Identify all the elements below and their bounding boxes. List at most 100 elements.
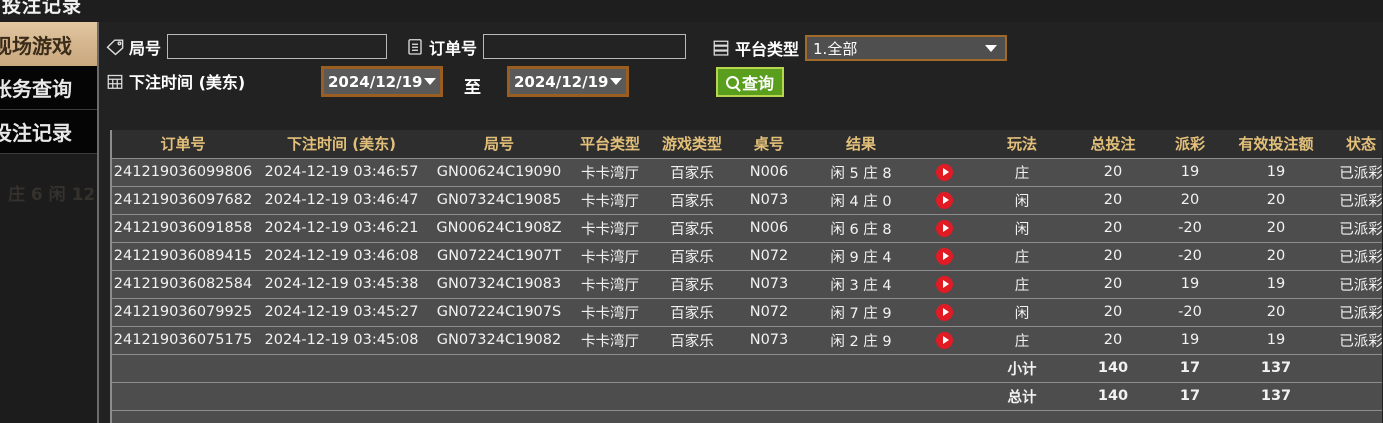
total-row-blank [254,382,429,411]
content-panel: 局号 订单号 [99,22,1383,423]
cell-bet-time: 2024-12-19 03:45:38 [254,270,429,299]
cell-replay[interactable] [917,298,972,327]
sidebar-item-label: 帐务查询 [0,77,72,101]
bet-time-to-picker[interactable]: 2024/12/19 [507,66,630,97]
bet-time-label: 下注时间 (美东) [129,73,246,92]
cell-replay[interactable] [917,186,972,215]
cell-replay[interactable] [917,242,972,271]
cell-platform-type: 卡卡湾厅 [569,214,651,243]
sidebar-filler [0,176,98,423]
cell-table-no: N073 [733,186,805,215]
play-icon[interactable] [936,303,953,321]
cell-replay[interactable] [917,214,972,243]
cell-table-no: N072 [733,298,805,327]
cell-total-bet: 20 [1072,158,1154,187]
cell-platform-type: 卡卡湾厅 [569,326,651,355]
cell-payout: 20 [1154,186,1226,215]
cell-game-type: 百家乐 [651,242,733,271]
table-row[interactable]: 241219036089415 2024-12-19 03:46:08 GN0722… [112,242,1382,271]
sidebar-item-bet-record[interactable]: 投注记录 [0,110,98,154]
round-no-input[interactable] [167,34,388,59]
cell-table-no: N073 [733,326,805,355]
table-row[interactable]: 241219036099806 2024-12-19 03:46:57 GN0062… [112,158,1382,187]
order-no-input[interactable] [483,34,687,59]
search-icon [726,75,739,89]
cell-round-no: GN07224C1907T [429,242,569,271]
cell-platform-type: 卡卡湾厅 [569,186,651,215]
blank-cell [917,410,972,423]
subtotal-row-payout: 17 [1154,354,1226,383]
col-table-no[interactable]: 桌号 [733,130,805,159]
play-icon[interactable] [936,331,953,349]
table-row[interactable]: 241219036082584 2024-12-19 03:45:38 GN0732… [112,270,1382,299]
bet-time-field: 下注时间 (美东) [105,69,251,93]
subtotal-row-blank [805,354,917,383]
cell-total-bet: 20 [1072,270,1154,299]
play-icon[interactable] [936,275,953,293]
subtotal-row-blank [569,354,651,383]
sidebar-item-account-query[interactable]: 帐务查询 [0,66,98,110]
table-row[interactable]: 241219036097682 2024-12-19 03:46:47 GN0732… [112,186,1382,215]
col-bet-time[interactable]: 下注时间 (美东) [254,130,429,159]
blank-cell [733,410,805,423]
cell-valid-bet: 20 [1226,298,1326,327]
cell-valid-bet: 20 [1226,242,1326,271]
bet-time-to-value: 2024/12/19 [514,72,609,91]
sidebar-item-live-game[interactable]: 现场游戏 [0,22,112,66]
play-icon[interactable] [936,191,953,209]
page-title: 投注记录 [2,0,83,17]
play-icon[interactable] [936,247,953,265]
total-row: 总计 140 17 137 [112,382,1382,411]
search-button[interactable]: 查询 [716,67,785,97]
cell-result: 闲 3 庄 4 [805,270,917,299]
cell-platform-type: 卡卡湾厅 [569,270,651,299]
col-order-no[interactable]: 订单号 [112,130,254,159]
bet-time-from-picker[interactable]: 2024/12/19 [321,66,444,97]
platform-type-select[interactable]: 1.全部 [805,35,1008,61]
col-game-type[interactable]: 游戏类型 [651,130,733,159]
col-payout[interactable]: 派彩 [1154,130,1226,159]
col-result[interactable]: 结果 [805,130,917,159]
blank-cell [972,410,1072,423]
total-row-payout: 17 [1154,382,1226,411]
table-body: 241219036099806 2024-12-19 03:46:57 GN0062… [112,158,1382,423]
cell-replay[interactable] [917,270,972,299]
col-valid-bet[interactable]: 有效投注额 [1226,130,1326,159]
cell-order-no: 241219036089415 [112,242,254,271]
cell-payout: -20 [1154,298,1226,327]
cell-replay[interactable] [917,326,972,355]
col-status[interactable]: 状态 [1326,130,1382,159]
cell-status: 已派彩 [1326,242,1382,271]
table-row[interactable]: 241219036079925 2024-12-19 03:45:27 GN0722… [112,298,1382,327]
play-icon[interactable] [936,219,953,237]
sidebar-divider [97,22,99,423]
col-total-bet[interactable]: 总投注 [1072,130,1154,159]
col-play[interactable]: 玩法 [972,130,1072,159]
play-icon[interactable] [936,163,953,181]
bet-time-from-value: 2024/12/19 [328,72,423,91]
total-row-blank [429,382,569,411]
cell-play: 闲 [972,214,1072,243]
table-blank-row [112,410,1382,423]
cell-total-bet: 20 [1072,298,1154,327]
subtotal-row-blank [917,354,972,383]
cell-replay[interactable] [917,158,972,187]
cell-payout: 19 [1154,326,1226,355]
blank-cell [112,410,254,423]
cell-bet-time: 2024-12-19 03:46:47 [254,186,429,215]
cell-order-no: 241219036079925 [112,298,254,327]
col-platform-type[interactable]: 平台类型 [569,130,651,159]
table-row[interactable]: 241219036075175 2024-12-19 03:45:08 GN0732… [112,326,1382,355]
cell-platform-type: 卡卡湾厅 [569,242,651,271]
cell-result: 闲 4 庄 0 [805,186,917,215]
col-round-no[interactable]: 局号 [429,130,569,159]
cell-valid-bet: 19 [1226,326,1326,355]
table-row[interactable]: 241219036091858 2024-12-19 03:46:21 GN0062… [112,214,1382,243]
cell-status: 已派彩 [1326,186,1382,215]
cell-round-no: GN07224C1907S [429,298,569,327]
cell-status: 已派彩 [1326,270,1382,299]
round-no-label: 局号 [129,38,162,58]
cell-total-bet: 20 [1072,186,1154,215]
cell-bet-time: 2024-12-19 03:46:57 [254,158,429,187]
